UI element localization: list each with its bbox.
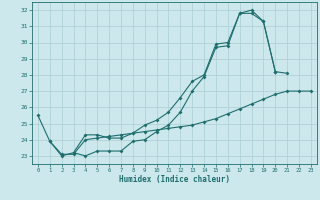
X-axis label: Humidex (Indice chaleur): Humidex (Indice chaleur) xyxy=(119,175,230,184)
